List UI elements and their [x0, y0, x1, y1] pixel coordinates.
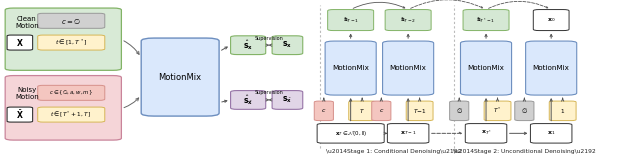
FancyBboxPatch shape — [450, 101, 468, 121]
Text: $\mathbf{s}_{\bar{\mathbf{x}}}$: $\mathbf{s}_{\bar{\mathbf{x}}}$ — [282, 95, 292, 105]
Text: Supervision: Supervision — [255, 90, 284, 95]
Text: MotionMix: MotionMix — [532, 65, 570, 71]
Text: \u2014Stage 2: Unconditional Denoising\u2192: \u2014Stage 2: Unconditional Denoising\u… — [453, 149, 596, 154]
Text: MotionMix: MotionMix — [159, 73, 202, 82]
FancyBboxPatch shape — [515, 101, 534, 121]
FancyBboxPatch shape — [38, 85, 105, 100]
FancyBboxPatch shape — [272, 91, 303, 109]
FancyBboxPatch shape — [387, 124, 429, 143]
Text: $t\in[T^*+1,T]$: $t\in[T^*+1,T]$ — [51, 110, 92, 119]
FancyBboxPatch shape — [325, 41, 376, 95]
Text: $\mathbf{X}$: $\mathbf{X}$ — [16, 37, 24, 48]
Text: MotionMix: MotionMix — [468, 65, 504, 71]
FancyBboxPatch shape — [314, 101, 333, 121]
Text: $\mathbf{x}_{T-1}$: $\mathbf{x}_{T-1}$ — [400, 129, 417, 137]
Text: $T$: $T$ — [359, 107, 365, 115]
FancyBboxPatch shape — [465, 124, 507, 143]
Text: $\mathbf{x}_0$: $\mathbf{x}_0$ — [547, 16, 556, 24]
Text: Supervision: Supervision — [255, 35, 284, 41]
FancyBboxPatch shape — [230, 91, 266, 109]
FancyBboxPatch shape — [533, 10, 569, 31]
FancyBboxPatch shape — [383, 41, 434, 95]
Text: $\hat{\mathbf{s}}_{T-2}$: $\hat{\mathbf{s}}_{T-2}$ — [400, 15, 416, 25]
Text: $c$: $c$ — [379, 107, 384, 114]
Text: $\mathbf{x}_1$: $\mathbf{x}_1$ — [547, 129, 556, 137]
Text: Noisy
Motion: Noisy Motion — [15, 87, 39, 100]
Text: $\hat{\mathbf{s}}_{\bar{\mathbf{x}}}$: $\hat{\mathbf{s}}_{\bar{\mathbf{x}}}$ — [243, 93, 253, 107]
Text: $\mathbf{x}_T\in\mathcal{N}(0,\mathbf{I})$: $\mathbf{x}_T\in\mathcal{N}(0,\mathbf{I}… — [335, 129, 367, 138]
FancyBboxPatch shape — [385, 10, 431, 31]
FancyBboxPatch shape — [461, 41, 511, 95]
FancyBboxPatch shape — [317, 124, 384, 143]
FancyBboxPatch shape — [372, 101, 391, 121]
FancyBboxPatch shape — [272, 36, 303, 55]
Text: \u2014Stage 1: Conditional Denoising\u2192: \u2014Stage 1: Conditional Denoising\u21… — [326, 149, 461, 154]
FancyBboxPatch shape — [525, 41, 577, 95]
Text: $\bar{\mathbf{X}}$: $\bar{\mathbf{X}}$ — [16, 108, 24, 121]
Text: $\mathbf{s}_{\mathbf{x}}$: $\mathbf{s}_{\mathbf{x}}$ — [282, 40, 292, 50]
Text: MotionMix: MotionMix — [332, 65, 369, 71]
FancyBboxPatch shape — [7, 35, 33, 50]
FancyBboxPatch shape — [5, 76, 122, 140]
FancyBboxPatch shape — [349, 101, 376, 121]
Text: $T^*$: $T^*$ — [493, 106, 502, 115]
FancyBboxPatch shape — [38, 13, 105, 28]
FancyBboxPatch shape — [549, 101, 576, 121]
Text: $\emptyset$: $\emptyset$ — [521, 106, 528, 115]
Text: $\emptyset$: $\emptyset$ — [456, 106, 463, 115]
Text: $\hat{\mathbf{s}}_{\mathbf{x}}$: $\hat{\mathbf{s}}_{\mathbf{x}}$ — [243, 38, 253, 52]
Text: $\hat{\mathbf{s}}_{T^*-1}$: $\hat{\mathbf{s}}_{T^*-1}$ — [476, 15, 496, 25]
FancyBboxPatch shape — [38, 107, 105, 122]
Text: Clean
Motion: Clean Motion — [15, 16, 39, 29]
FancyBboxPatch shape — [5, 8, 122, 70]
Text: MotionMix: MotionMix — [390, 65, 427, 71]
Text: $c\in\{\emptyset,a,w,m\}$: $c\in\{\emptyset,a,w,m\}$ — [49, 89, 93, 97]
FancyBboxPatch shape — [328, 10, 374, 31]
FancyBboxPatch shape — [38, 35, 105, 50]
FancyBboxPatch shape — [7, 107, 33, 122]
FancyBboxPatch shape — [531, 124, 572, 143]
Text: $\hat{\mathbf{s}}_{T-1}$: $\hat{\mathbf{s}}_{T-1}$ — [342, 15, 359, 25]
Text: $t\in[1,T^*]$: $t\in[1,T^*]$ — [55, 38, 87, 47]
Text: $1$: $1$ — [560, 107, 565, 115]
Text: $T\!-\!1$: $T\!-\!1$ — [413, 107, 427, 115]
FancyBboxPatch shape — [141, 38, 219, 116]
Text: $\mathbf{x}_{T^*}$: $\mathbf{x}_{T^*}$ — [481, 129, 492, 138]
FancyBboxPatch shape — [484, 101, 511, 121]
Text: $c$: $c$ — [321, 107, 326, 114]
FancyBboxPatch shape — [230, 36, 266, 55]
FancyBboxPatch shape — [463, 10, 509, 31]
Text: $c=\emptyset$: $c=\emptyset$ — [61, 16, 81, 26]
FancyBboxPatch shape — [406, 101, 433, 121]
